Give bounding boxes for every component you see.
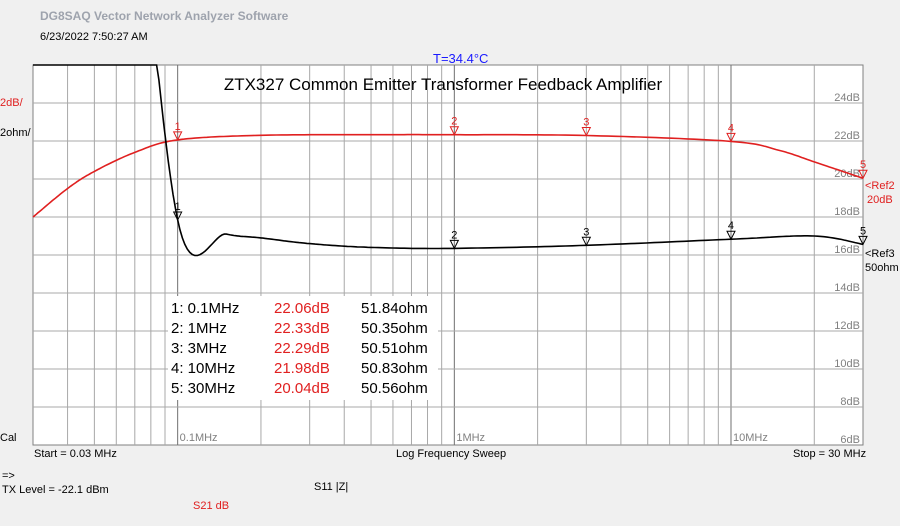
y-tick-label: 6dB — [840, 434, 860, 446]
marker-black-triangle — [858, 235, 868, 246]
y-tick-label: 12dB — [834, 320, 860, 332]
marker-table-ohm: 50.56ohm — [361, 380, 428, 397]
ref3-label: <Ref3 — [865, 248, 895, 260]
marker-red-number: 2 — [451, 116, 457, 128]
marker-red-number: 3 — [583, 116, 589, 128]
y-tick-label: 14dB — [834, 282, 860, 294]
marker-red-triangle — [858, 169, 868, 180]
tx-level: TX Level = -22.1 dBm — [2, 484, 109, 496]
marker-table-ohm: 51.84ohm — [361, 300, 428, 317]
marker-black-triangle — [726, 230, 736, 241]
chart-title: ZTX327 Common Emitter Transformer Feedba… — [224, 75, 663, 94]
timestamp: 6/23/2022 7:50:27 AM — [40, 31, 148, 43]
marker-red-number: 1 — [175, 121, 181, 133]
marker-red-triangle — [726, 132, 736, 143]
y-tick-label: 22dB — [834, 130, 860, 142]
black-scale-label: 2ohm/ — [0, 127, 31, 139]
marker-red-number: 4 — [728, 122, 734, 134]
marker-table-freq: 3: 3MHz — [171, 340, 227, 357]
ref2-value: 20dB — [867, 194, 893, 206]
y-tick-label: 10dB — [834, 358, 860, 370]
marker-black-number: 5 — [860, 225, 866, 237]
marker-black-triangle — [449, 239, 460, 250]
marker-table-freq: 4: 10MHz — [171, 360, 235, 377]
marker-red-triangle — [581, 126, 592, 137]
app-title: DG8SAQ Vector Network Analyzer Software — [40, 9, 289, 23]
ref3-value: 50ohm — [865, 262, 899, 274]
marker-table-bg — [168, 296, 438, 400]
x-decade-label: 1MHz — [456, 432, 485, 444]
marker-red-triangle — [172, 131, 183, 141]
marker-table-db: 22.06dB — [274, 300, 330, 317]
marker-table-db: 22.33dB — [274, 320, 330, 337]
sweep-type: Log Frequency Sweep — [396, 448, 507, 460]
marker-black-number: 2 — [451, 229, 457, 241]
y-tick-label: 24dB — [834, 92, 860, 104]
s11-trace-label: S11 |Z| — [314, 481, 349, 493]
x-decade-label: 10MHz — [733, 432, 768, 444]
marker-table-freq: 5: 30MHz — [171, 380, 235, 397]
marker-table-ohm: 50.35ohm — [361, 320, 428, 337]
marker-black-triangle — [172, 211, 183, 222]
marker-table-freq: 2: 1MHz — [171, 320, 227, 337]
cal-label: Cal — [0, 432, 17, 444]
marker-table-freq: 1: 0.1MHz — [171, 300, 239, 317]
marker-table-db: 22.29dB — [274, 340, 330, 357]
s21-trace-label: S21 dB — [193, 500, 230, 512]
ref2-label: <Ref2 — [865, 180, 895, 192]
marker-table-ohm: 50.83ohm — [361, 360, 428, 377]
marker-black-number: 1 — [175, 201, 181, 213]
marker-table-db: 21.98dB — [274, 360, 330, 377]
s11-z-trace — [33, 64, 864, 257]
y-tick-label: 18dB — [834, 206, 860, 218]
marker-red-triangle — [449, 126, 460, 136]
red-scale-label: 2dB/ — [0, 97, 23, 109]
marker-black-number: 4 — [728, 220, 734, 232]
stop-frequency: Stop = 30 MHz — [793, 448, 867, 460]
marker-black-triangle — [581, 236, 592, 247]
marker-black-number: 3 — [583, 226, 589, 238]
y-tick-label: 8dB — [840, 396, 860, 408]
marker-table-ohm: 50.51ohm — [361, 340, 428, 357]
y-tick-label: 16dB — [834, 244, 860, 256]
x-decade-label: 0.1MHz — [180, 432, 218, 444]
tx-arrow: => — [2, 470, 15, 482]
marker-red-number: 5 — [860, 159, 866, 171]
marker-table-db: 20.04dB — [274, 380, 330, 397]
temperature-readout: T=34.4°C — [433, 51, 489, 66]
s21-db-trace — [32, 133, 864, 218]
start-frequency: Start = 0.03 MHz — [34, 448, 117, 460]
